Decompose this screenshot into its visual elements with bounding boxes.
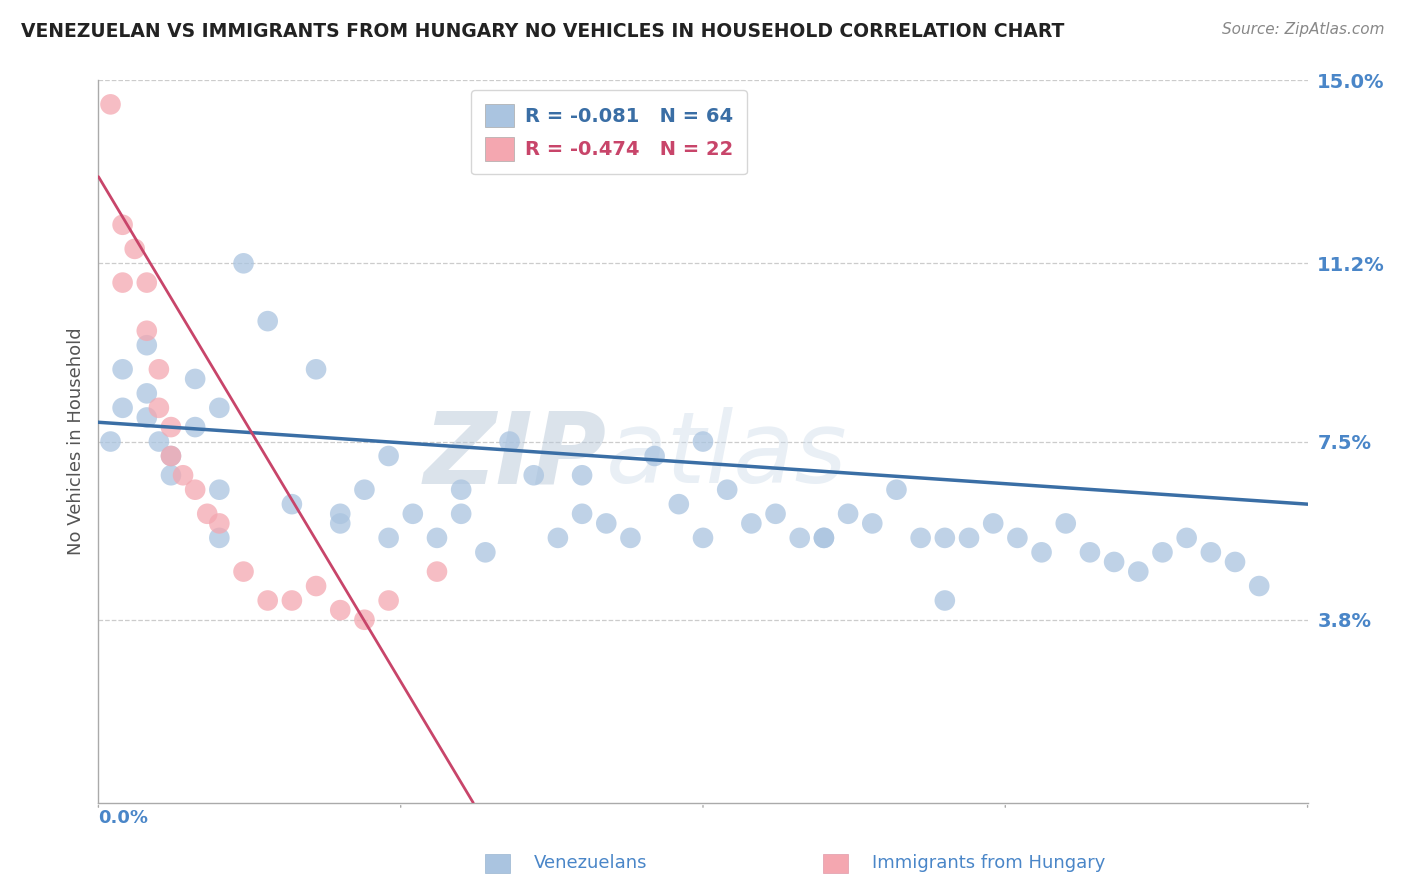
Point <box>256 593 278 607</box>
Point <box>111 401 134 415</box>
Point <box>813 531 835 545</box>
Point <box>981 516 1004 531</box>
Point <box>195 507 218 521</box>
Point <box>547 531 569 545</box>
Point <box>377 531 399 545</box>
Point <box>135 276 157 290</box>
Point <box>595 516 617 531</box>
Point <box>619 531 641 545</box>
Point <box>426 565 449 579</box>
Point <box>100 97 122 112</box>
Point <box>377 593 399 607</box>
Point <box>111 218 134 232</box>
Point <box>716 483 738 497</box>
Text: Source: ZipAtlas.com: Source: ZipAtlas.com <box>1222 22 1385 37</box>
Point <box>765 507 787 521</box>
Point <box>377 449 399 463</box>
Point <box>281 497 304 511</box>
Point <box>160 468 183 483</box>
Point <box>860 516 883 531</box>
Point <box>1031 545 1053 559</box>
Point <box>329 516 352 531</box>
Point <box>100 434 122 449</box>
Point <box>668 497 690 511</box>
Point <box>1078 545 1101 559</box>
Point <box>1199 545 1222 559</box>
Point <box>402 507 425 521</box>
Point <box>692 531 714 545</box>
Point <box>184 420 207 434</box>
Point <box>160 420 183 434</box>
Point <box>111 362 134 376</box>
Point <box>934 531 956 545</box>
Point <box>353 613 375 627</box>
Point <box>135 338 157 352</box>
Text: atlas: atlas <box>606 408 848 505</box>
Point <box>571 507 593 521</box>
Point <box>450 483 472 497</box>
Point <box>1102 555 1125 569</box>
Point <box>184 483 207 497</box>
Point <box>172 468 194 483</box>
Point <box>571 468 593 483</box>
Text: Immigrants from Hungary: Immigrants from Hungary <box>872 855 1105 872</box>
Point <box>160 449 183 463</box>
Text: 0.0%: 0.0% <box>98 809 149 827</box>
Point <box>232 256 254 270</box>
Point <box>644 449 666 463</box>
Point <box>208 483 231 497</box>
Point <box>789 531 811 545</box>
Point <box>1128 565 1150 579</box>
Point <box>450 507 472 521</box>
Point <box>1054 516 1077 531</box>
Point <box>1007 531 1029 545</box>
Point <box>1249 579 1271 593</box>
Point <box>353 483 375 497</box>
Point <box>934 593 956 607</box>
Point <box>523 468 546 483</box>
Point <box>498 434 520 449</box>
Point <box>305 362 328 376</box>
Point <box>1152 545 1174 559</box>
Point <box>837 507 859 521</box>
Point <box>148 401 170 415</box>
Point <box>135 410 157 425</box>
Point <box>256 314 278 328</box>
Point <box>1223 555 1246 569</box>
Point <box>148 434 170 449</box>
Point <box>426 531 449 545</box>
Point <box>813 531 835 545</box>
Point <box>305 579 328 593</box>
Point <box>692 434 714 449</box>
Point <box>910 531 932 545</box>
Point <box>135 324 157 338</box>
Point <box>957 531 980 545</box>
Point <box>329 603 352 617</box>
Point <box>740 516 762 531</box>
Point <box>886 483 908 497</box>
Text: Venezuelans: Venezuelans <box>534 855 648 872</box>
Point <box>281 593 304 607</box>
Point <box>208 401 231 415</box>
Text: ZIP: ZIP <box>423 408 606 505</box>
Point <box>111 276 134 290</box>
Point <box>208 531 231 545</box>
Point <box>1175 531 1198 545</box>
Point <box>148 362 170 376</box>
Point <box>232 565 254 579</box>
Point <box>124 242 146 256</box>
Legend: R = -0.081   N = 64, R = -0.474   N = 22: R = -0.081 N = 64, R = -0.474 N = 22 <box>471 90 747 175</box>
Text: VENEZUELAN VS IMMIGRANTS FROM HUNGARY NO VEHICLES IN HOUSEHOLD CORRELATION CHART: VENEZUELAN VS IMMIGRANTS FROM HUNGARY NO… <box>21 22 1064 41</box>
Y-axis label: No Vehicles in Household: No Vehicles in Household <box>66 327 84 556</box>
Point <box>208 516 231 531</box>
Point <box>474 545 496 559</box>
Point <box>329 507 352 521</box>
Point <box>184 372 207 386</box>
Point <box>135 386 157 401</box>
Point <box>160 449 183 463</box>
